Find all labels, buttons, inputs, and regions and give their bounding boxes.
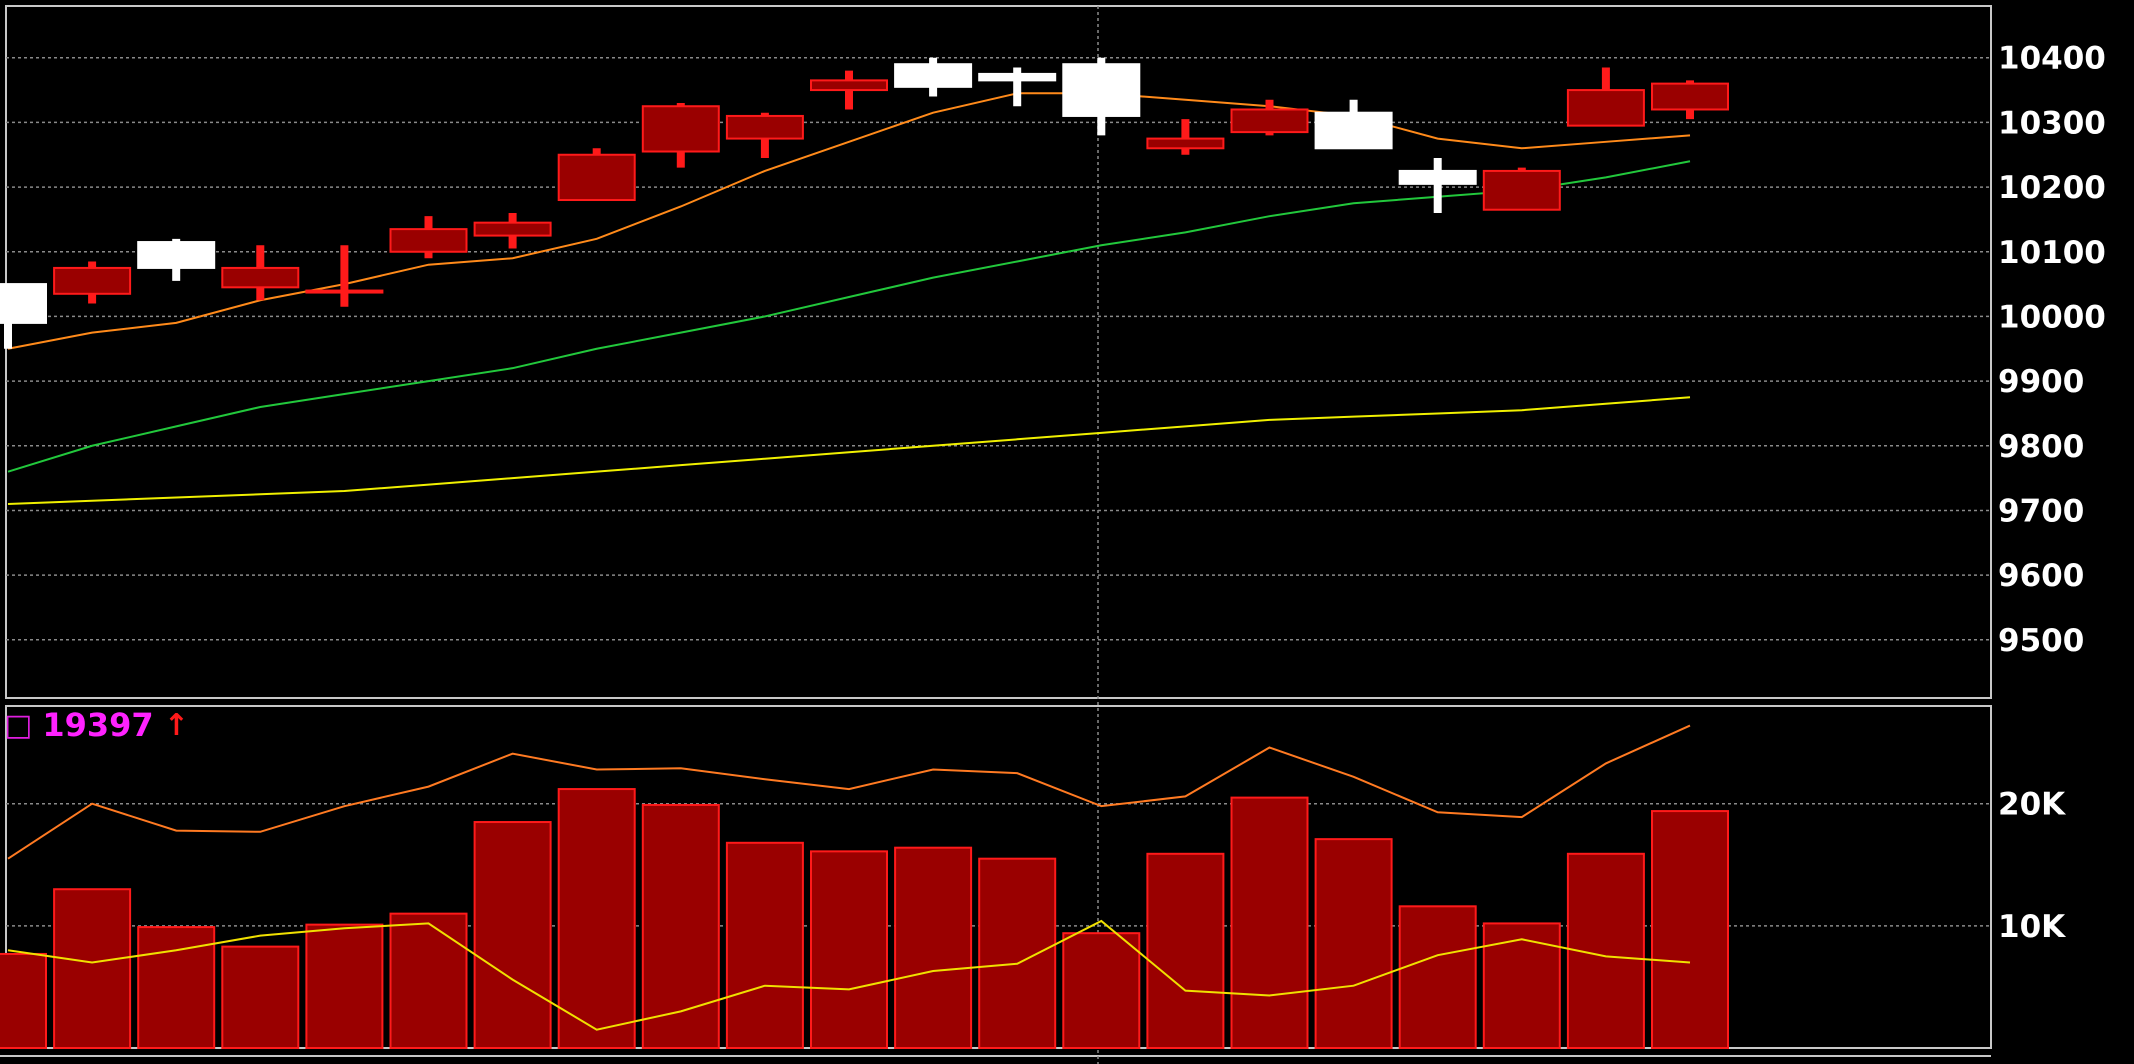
price-axis-tick-label: 10200 — [1998, 170, 2106, 206]
candle-body — [1062, 63, 1141, 117]
candle-body — [725, 114, 804, 140]
volume-bar — [641, 803, 720, 1050]
price-ma-line — [7, 92, 1691, 350]
candle-body — [894, 63, 973, 88]
volume-axis-tick-label: 20K — [1998, 787, 2066, 823]
volume-bar — [1146, 852, 1225, 1049]
volume-axis-tick-label: 10K — [1998, 909, 2066, 945]
candle-body — [1398, 169, 1477, 185]
candle-body — [810, 79, 888, 92]
candle-body — [0, 283, 47, 324]
candle-body — [305, 289, 384, 294]
volume-bar — [557, 788, 636, 1049]
volume-bar — [1482, 922, 1561, 1050]
candle-body — [641, 105, 720, 153]
volume-bar — [810, 850, 888, 1049]
candle-body — [1482, 169, 1561, 211]
price-axis-tick-label: 9800 — [1998, 429, 2084, 465]
volume-bar — [1062, 932, 1141, 1050]
candle-body — [557, 153, 636, 202]
volume-bar — [725, 841, 804, 1049]
volume-bar — [1398, 905, 1477, 1049]
volume-bar — [894, 846, 973, 1050]
price-axis-tick-label: 9900 — [1998, 364, 2084, 400]
candle-body — [389, 228, 468, 253]
price-axis-tick-label: 9600 — [1998, 558, 2084, 594]
volume-bar — [137, 926, 216, 1049]
volume-bar — [1314, 838, 1393, 1050]
volume-ma-line — [7, 919, 1691, 1031]
candle-body — [1651, 82, 1729, 111]
price-axis-tick-label: 9700 — [1998, 493, 2084, 529]
volume-bar — [221, 945, 300, 1049]
volume-value: 19397 — [42, 706, 154, 744]
volume-ma-line — [7, 724, 1691, 860]
volume-bar — [473, 821, 552, 1049]
volume-bar — [1651, 810, 1729, 1050]
volume-bar — [0, 952, 47, 1050]
candle-body — [221, 266, 300, 289]
volume-bar — [1230, 796, 1309, 1049]
candle-body — [473, 221, 552, 237]
volume-bar — [305, 923, 384, 1050]
volume-bar — [978, 857, 1057, 1050]
arrow-up-icon: ↑ — [163, 707, 189, 743]
price-axis-tick-label: 10000 — [1998, 299, 2106, 335]
price-ma-line — [7, 160, 1691, 473]
price-axis-tick-label: 10300 — [1998, 105, 2106, 141]
candle-body — [53, 266, 132, 295]
price-ma-line — [7, 396, 1691, 505]
candle-body — [978, 72, 1057, 82]
volume-readout: □ 19397 ↑ — [4, 706, 189, 744]
candle-body — [1146, 137, 1225, 150]
volume-bar — [53, 888, 132, 1050]
candle-body — [1314, 111, 1393, 150]
price-panel-border — [5, 5, 1992, 699]
square-icon: □ — [4, 707, 33, 743]
candle-body — [1566, 89, 1645, 127]
price-axis-tick-label: 10100 — [1998, 235, 2106, 271]
price-axis-tick-label: 10400 — [1998, 41, 2106, 77]
candle-body — [137, 241, 216, 269]
price-axis-tick-label: 9500 — [1998, 623, 2084, 659]
volume-bar — [389, 912, 468, 1050]
candle-body — [1230, 108, 1309, 134]
